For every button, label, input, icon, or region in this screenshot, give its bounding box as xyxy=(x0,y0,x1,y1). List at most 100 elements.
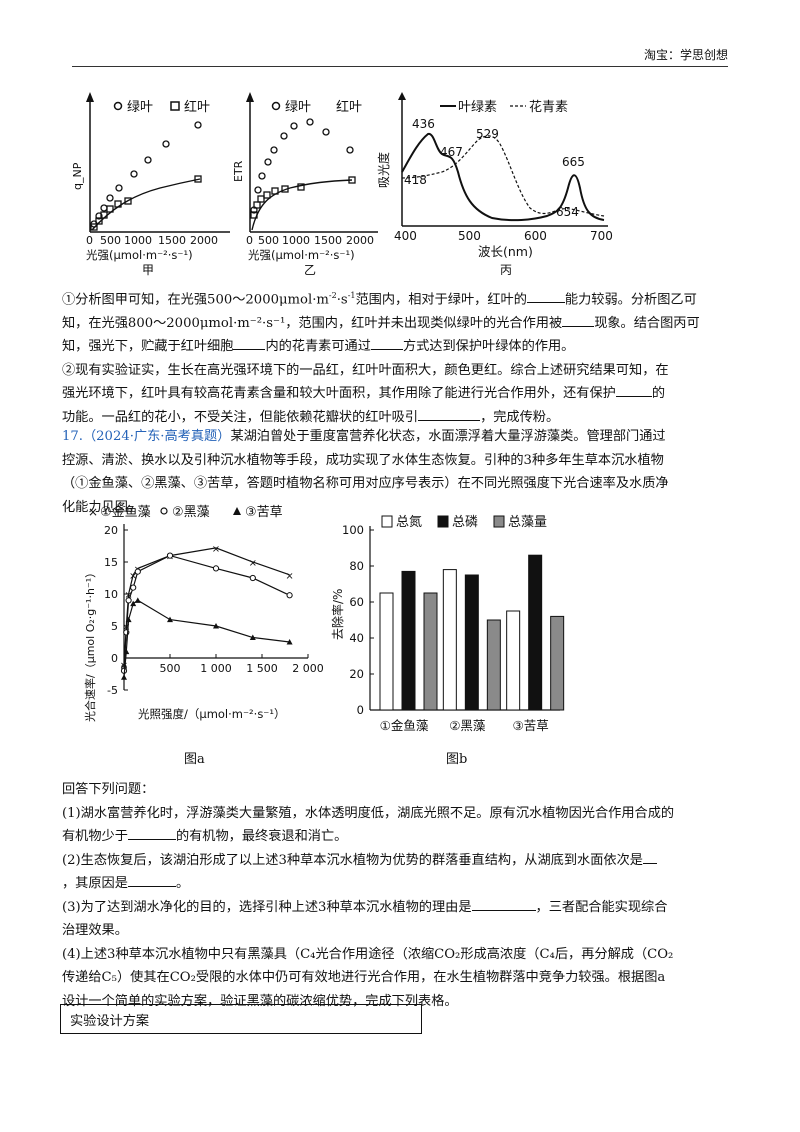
x-tick: 1000 xyxy=(282,234,310,247)
answer-blank[interactable] xyxy=(233,335,266,351)
header-divider xyxy=(72,66,728,67)
peak-label: 529 xyxy=(476,127,499,141)
q4-line-1: (4)上述3种草本沉水植物中只有黑藻具（C₄光合作用途径（浓缩CO₂形成高浓度（… xyxy=(62,946,674,962)
answer-blank[interactable] xyxy=(642,849,657,864)
y-tick-label: 20 xyxy=(104,524,118,537)
legend-jinyuzao-marker: × xyxy=(88,505,98,519)
data-point xyxy=(249,634,256,641)
x-axis-label: 光强(μmol·m⁻²·s⁻¹) xyxy=(86,248,193,262)
legend-label: 总藻量 xyxy=(508,515,547,530)
q3-line-2: 治理效果。 xyxy=(62,923,128,938)
y-tick-label: 20 xyxy=(349,667,364,681)
x-tick: 500 xyxy=(100,234,121,247)
anthocyanin-curve xyxy=(401,135,605,217)
legend-heizao-marker xyxy=(160,507,168,515)
q17-text: 17.（2024·广东·高考真题）某湖泊曾处于重度富营养化状态，水面漂浮着大量浮… xyxy=(62,425,732,519)
green-leaf-points xyxy=(250,118,354,214)
legend-label: 总氮 xyxy=(396,515,422,530)
legend-jinyuzao: ①金鱼藻 xyxy=(100,504,151,520)
series-lines: ××××××××× xyxy=(120,544,294,680)
y-axis-label: q_NP xyxy=(71,162,84,190)
answer-blank[interactable] xyxy=(418,406,481,421)
x-axis-label: 光照强度/（μmol·m⁻²·s⁻¹） xyxy=(138,707,286,721)
y-tick-label: -5 xyxy=(107,684,118,697)
q3-line-1: (3)为了达到湖水净化的目的，选择引种上述3种草本沉水植物的理由是 ，三者配合能实… xyxy=(62,896,732,920)
figure-bing: 叶绿素 花青素 吸光度 436 467 418 529 665 654 400 … xyxy=(376,92,613,277)
peak-label: 436 xyxy=(412,117,435,131)
y-axis-label: 吸光度 xyxy=(376,152,391,188)
bar xyxy=(464,574,479,711)
data-point: × xyxy=(285,571,293,582)
data-point xyxy=(125,616,132,623)
bar xyxy=(486,619,501,711)
answer-blank[interactable] xyxy=(562,312,595,327)
y-axis-label: 去除率/% xyxy=(330,589,345,640)
x-tick: 0 xyxy=(86,234,93,247)
y-tick-label: 40 xyxy=(349,631,364,645)
legend-swatch xyxy=(381,515,393,528)
y-tick-label: 5 xyxy=(111,620,118,633)
data-point xyxy=(130,600,137,607)
data-point xyxy=(134,568,141,575)
answer-blank[interactable] xyxy=(615,382,652,398)
data-point xyxy=(167,616,173,623)
legend-chl-label: 叶绿素 xyxy=(458,100,497,115)
data-point xyxy=(213,623,219,629)
red-leaf-curve xyxy=(251,179,353,231)
data-point xyxy=(249,574,256,582)
x-tick: 700 xyxy=(590,229,613,243)
y-tick-label: 0 xyxy=(111,652,118,665)
x-tick: 400 xyxy=(394,229,417,243)
q1-line-1: (1)湖水富营养化时，浮游藻类大量繁殖，水体透明度低，湖底光照不足。原有沉水植物… xyxy=(62,805,675,821)
answer-questions: 回答下列问题： (1)湖水富营养化时，浮游藻类大量繁殖，水体透明度低，湖底光照不… xyxy=(62,778,732,1013)
q16-line-4: ②现有实验证实，生长在高光强环境下的一品红，红叶叶面积大，颜色更红。综合上述研究… xyxy=(62,362,669,378)
peak-label: 467 xyxy=(440,145,463,159)
data-point: × xyxy=(124,590,132,601)
q2-line-2: ，其原因是。 xyxy=(62,872,732,896)
legend-red-label: 红叶 xyxy=(336,99,362,115)
data-point: × xyxy=(249,558,257,569)
bar xyxy=(442,569,457,711)
legend-kucao: ③苦草 xyxy=(245,504,283,520)
bar xyxy=(401,570,416,711)
figure-caption: 丙 xyxy=(500,263,512,277)
bar xyxy=(528,554,543,711)
bar xyxy=(506,610,521,711)
answer-blank[interactable] xyxy=(370,335,403,351)
figure-yi: 绿叶 红叶 ETR 0 500 1000 1500 2000 光强(μmol·m… xyxy=(232,92,378,277)
legend-kucao-marker xyxy=(233,507,241,515)
answer-blank[interactable] xyxy=(127,825,176,840)
legend-label: 总磷 xyxy=(452,515,478,530)
y-tick-label: 100 xyxy=(342,523,364,537)
chlorophyll-curve xyxy=(401,132,605,222)
bar xyxy=(423,592,438,711)
x-axis-label: 波长(nm) xyxy=(478,244,533,259)
legend-green-marker xyxy=(113,101,123,111)
answer-blank[interactable] xyxy=(471,896,536,911)
x-tick: 2000 xyxy=(190,234,218,247)
figure-jia: 绿叶 红叶 q_NP 0 500 1000 1500 2000 光强(μmol·… xyxy=(71,92,230,277)
answer-blank[interactable] xyxy=(127,872,176,887)
red-leaf-points xyxy=(90,175,202,231)
q16-line-3: 知，强光下，贮藏于红叶细胞 内的花青素可通过 方式达到保护叶绿体的作用。 xyxy=(62,335,732,359)
x-tick: 1000 xyxy=(124,234,152,247)
x-tick: 2000 xyxy=(346,234,374,247)
q4-line-2: 传递给C₅）使其在CO₂受限的水体中仍可有效地进行光合作用，在水生植物群落中竞争… xyxy=(62,970,666,985)
q16-line-6: 功能。一品红的花小，不受关注，但能依赖花瓣状的红叶吸引 ，完成传粉。 xyxy=(62,406,732,430)
data-point: × xyxy=(129,571,137,582)
q1-line-2: 有机物少于 的有机物，最终衰退和消亡。 xyxy=(62,825,732,849)
data-point xyxy=(123,648,130,655)
design-table: 实验设计方案 xyxy=(60,1004,422,1034)
x-tick: 1500 xyxy=(158,234,186,247)
q17-line-4: 化能力见图。 xyxy=(62,499,142,515)
y-tick-label: 10 xyxy=(104,588,118,601)
x-tick-label: 2 000 xyxy=(292,662,324,675)
table-header-cell: 实验设计方案 xyxy=(70,1014,150,1029)
y-tick-label: 15 xyxy=(104,556,118,569)
category-label: ③苦草 xyxy=(513,718,549,733)
data-point xyxy=(286,592,293,599)
legend-red-label: 红叶 xyxy=(184,99,210,115)
figure-b: 总氮 总磷 总藻量 去除率/% 0 20 40 60 80 100 ①金鱼藻 ②黑藻 ③苦草 xyxy=(330,515,565,733)
answer-blank[interactable] xyxy=(526,288,565,304)
data-point xyxy=(134,597,141,603)
